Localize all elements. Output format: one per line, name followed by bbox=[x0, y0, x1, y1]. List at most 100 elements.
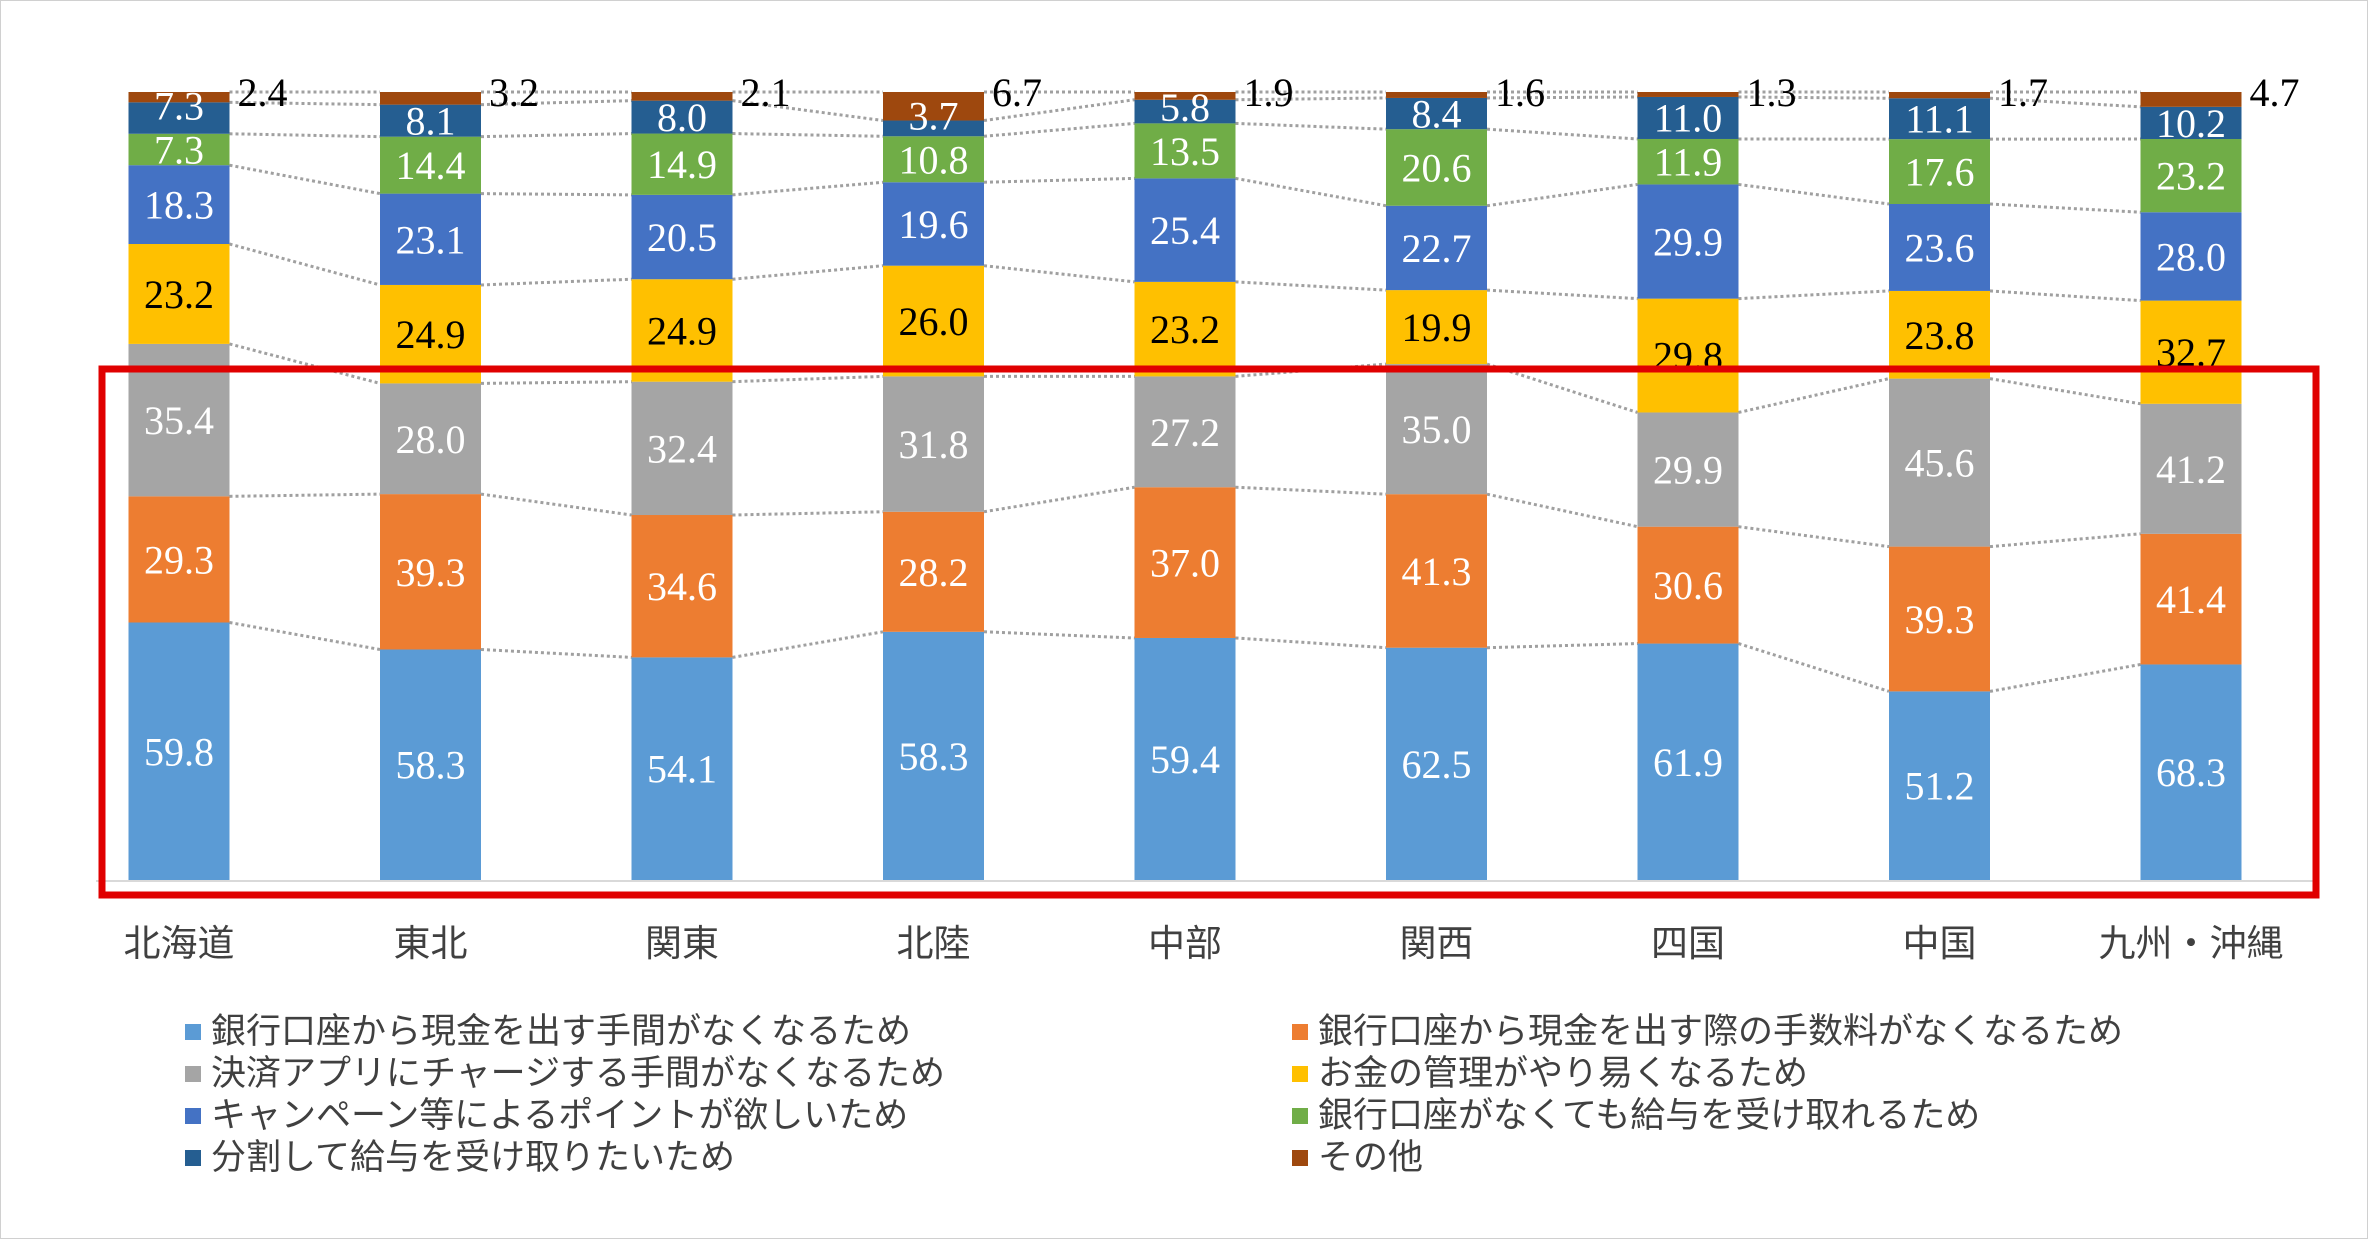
data-label: 18.3 bbox=[144, 183, 214, 228]
series-line bbox=[480, 647, 632, 659]
data-label: 10.8 bbox=[899, 137, 969, 182]
series-line bbox=[732, 374, 884, 384]
series-line bbox=[732, 132, 884, 138]
series-line bbox=[480, 277, 632, 287]
bar-segment bbox=[883, 265, 984, 377]
data-label: 22.7 bbox=[1402, 226, 1472, 271]
bar-segment bbox=[883, 182, 984, 266]
series-line bbox=[1235, 280, 1387, 292]
bar-segment bbox=[128, 92, 230, 103]
data-label: 20.5 bbox=[647, 215, 717, 260]
series-line bbox=[732, 99, 884, 123]
bar-segment bbox=[631, 381, 733, 516]
bar-segment bbox=[380, 649, 481, 880]
highlight-box bbox=[98, 365, 2320, 899]
data-label: 10.2 bbox=[2156, 101, 2226, 146]
data-label: 59.8 bbox=[144, 729, 214, 774]
series-lines bbox=[229, 90, 2141, 693]
series-line bbox=[1738, 525, 1890, 549]
bar-segment bbox=[2140, 106, 2242, 140]
bar-segment bbox=[631, 279, 733, 382]
series-line bbox=[1235, 636, 1387, 650]
series-line bbox=[1738, 377, 1890, 414]
data-label: 39.3 bbox=[1905, 597, 1975, 642]
series-line bbox=[480, 192, 632, 197]
bar-segment bbox=[380, 494, 481, 650]
bar-segment bbox=[883, 120, 984, 137]
category-label: 中部 bbox=[1148, 922, 1222, 965]
bar-segment bbox=[1889, 546, 1990, 692]
data-labels: 59.8 29.3 35.4 23.2 18.3 7.37.3 2.4 58.3 39.3 28.… bbox=[144, 70, 2300, 809]
series-line bbox=[732, 630, 884, 659]
data-label: 28.2 bbox=[899, 550, 969, 595]
series-line bbox=[480, 132, 632, 139]
data-label: 35.4 bbox=[144, 398, 214, 443]
data-label: 8.0 bbox=[657, 95, 707, 140]
data-label: 7.3 bbox=[154, 83, 204, 128]
series-line bbox=[229, 342, 381, 385]
data-label: 26.0 bbox=[899, 299, 969, 344]
series-line bbox=[480, 380, 632, 385]
data-label: 6.7 bbox=[992, 70, 1042, 115]
data-label: 1.3 bbox=[1747, 70, 1797, 115]
category-label: 中国 bbox=[1903, 922, 1977, 965]
data-label: 29.3 bbox=[144, 537, 214, 582]
bar-segment bbox=[1889, 92, 1990, 99]
bar-segment bbox=[1889, 98, 1990, 140]
bar-segment bbox=[883, 511, 984, 632]
series-line bbox=[1738, 95, 1890, 100]
series-line bbox=[732, 180, 884, 197]
bar-segment bbox=[1386, 290, 1487, 365]
data-label: 3.2 bbox=[489, 70, 539, 115]
bar-segment bbox=[380, 193, 481, 285]
data-label: 29.9 bbox=[1653, 220, 1723, 265]
bar-segment bbox=[1134, 376, 1236, 488]
series-line bbox=[1235, 485, 1387, 496]
data-label: 4.7 bbox=[2250, 70, 2300, 115]
data-label: 41.2 bbox=[2156, 447, 2226, 492]
series-line bbox=[480, 99, 632, 107]
data-label: 32.4 bbox=[647, 426, 717, 471]
bar-segment bbox=[1386, 129, 1487, 206]
bar-segment bbox=[1637, 184, 1739, 299]
data-label: 11.9 bbox=[1654, 140, 1723, 185]
data-label: 35.0 bbox=[1402, 407, 1472, 452]
data-label: 19.9 bbox=[1402, 305, 1472, 350]
data-label: 11.1 bbox=[1905, 97, 1974, 142]
category-label: 九州・沖縄 bbox=[2099, 922, 2284, 965]
data-label: 59.4 bbox=[1150, 737, 1220, 782]
bar-segment bbox=[1386, 205, 1487, 291]
bar-segment bbox=[2140, 212, 2242, 301]
bar-segment bbox=[2140, 664, 2242, 880]
bar-segment bbox=[883, 136, 984, 183]
bar-segment bbox=[380, 383, 481, 495]
bar-segment bbox=[1386, 97, 1487, 130]
bar-segment bbox=[883, 631, 984, 880]
bar-segment bbox=[883, 376, 984, 512]
bar-segment bbox=[1637, 138, 1739, 185]
data-label: 8.1 bbox=[406, 99, 456, 144]
series-line bbox=[1486, 288, 1638, 301]
series-line bbox=[983, 98, 1135, 123]
data-label: 41.4 bbox=[2156, 577, 2226, 622]
data-label: 61.9 bbox=[1653, 740, 1723, 785]
data-label: 23.8 bbox=[1905, 313, 1975, 358]
data-label: 28.0 bbox=[396, 417, 466, 462]
series-line bbox=[732, 264, 884, 281]
bar-segment bbox=[380, 104, 481, 137]
bar-segment bbox=[1637, 526, 1739, 644]
series-line bbox=[1235, 121, 1387, 131]
data-label: 37.0 bbox=[1150, 541, 1220, 586]
data-label: 11.0 bbox=[1654, 96, 1723, 141]
bar-segment bbox=[1386, 92, 1487, 98]
series-line bbox=[1738, 289, 1890, 301]
bar-segment bbox=[2140, 300, 2242, 404]
bar-segment bbox=[2140, 403, 2242, 534]
data-label: 51.2 bbox=[1905, 764, 1975, 809]
data-label: 29.9 bbox=[1653, 448, 1723, 493]
bar-segment bbox=[2140, 533, 2242, 665]
bar-segment bbox=[1386, 647, 1487, 880]
data-label: 5.8 bbox=[1160, 85, 1210, 130]
series-line bbox=[229, 132, 381, 139]
